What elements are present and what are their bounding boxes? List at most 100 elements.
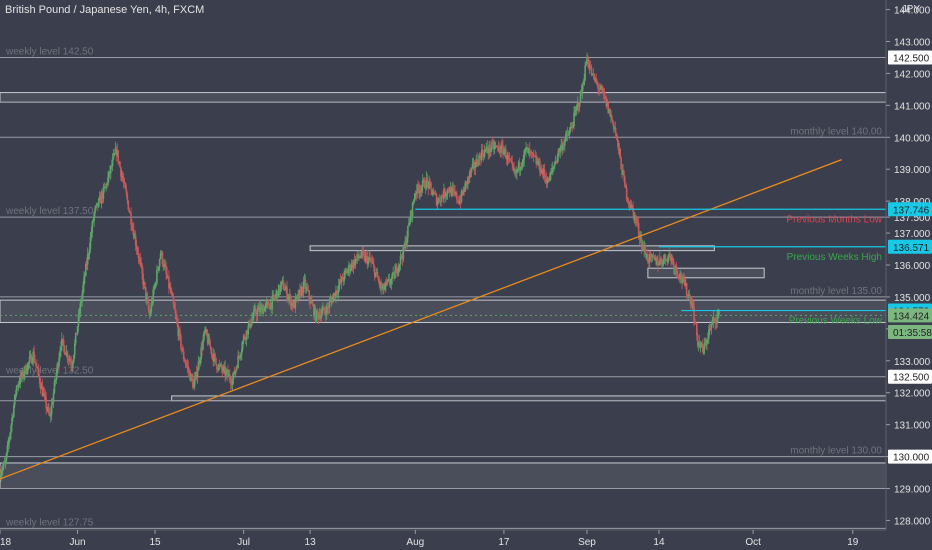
candle-body[interactable] [114,148,117,154]
candle-body[interactable] [92,220,95,222]
candle-body[interactable] [454,190,456,195]
candle-body[interactable] [218,364,221,366]
candle-body[interactable] [208,337,211,346]
candle-body[interactable] [279,285,282,293]
candle-body[interactable] [9,432,11,439]
candle-body[interactable] [519,167,522,170]
candle-body[interactable] [668,254,670,257]
candle-body[interactable] [656,260,658,265]
candle-body[interactable] [547,178,550,183]
candle-body[interactable] [544,176,547,179]
candle-body[interactable] [34,361,36,364]
candle-body[interactable] [714,317,717,323]
candle-body[interactable] [387,279,390,281]
candle-body[interactable] [585,64,587,66]
candle-body[interactable] [204,329,206,333]
candle-body[interactable] [704,342,706,344]
candle-body[interactable] [528,148,531,152]
candle-body[interactable] [109,165,112,174]
candle-body[interactable] [194,372,197,379]
candle-body[interactable] [462,189,465,195]
candle-body[interactable] [278,285,281,293]
candle-body[interactable] [466,181,468,185]
candle-body[interactable] [392,272,394,274]
candle-body[interactable] [626,198,629,202]
candle-body[interactable] [61,338,63,347]
candle-body[interactable] [357,254,359,258]
candle-body[interactable] [552,167,554,169]
candle-body[interactable] [187,366,190,371]
candle-body[interactable] [132,228,134,230]
candle-body[interactable] [373,266,376,277]
candle-body[interactable] [670,254,672,261]
candle-body[interactable] [221,368,224,372]
candle-body[interactable] [468,171,471,178]
candle-body[interactable] [19,375,22,384]
candle-body[interactable] [480,156,482,161]
candle-body[interactable] [529,151,532,153]
candle-body[interactable] [423,180,426,188]
candle-body[interactable] [549,173,551,182]
candle-body[interactable] [673,268,676,270]
candle-body[interactable] [522,159,525,163]
candle-body[interactable] [42,393,45,397]
candle-body[interactable] [677,275,680,278]
candle-body[interactable] [303,279,306,282]
candle-body[interactable] [0,474,2,479]
candle-body[interactable] [356,254,358,259]
candle-body[interactable] [647,254,649,262]
candle-body[interactable] [155,283,157,285]
candle-body[interactable] [203,332,205,340]
candle-body[interactable] [588,66,591,68]
candle-body[interactable] [672,261,675,270]
candle-body[interactable] [709,327,712,329]
candle-body[interactable] [142,273,144,285]
candle-body[interactable] [548,178,550,182]
candle-body[interactable] [309,298,311,304]
candle-body[interactable] [149,312,152,316]
candle-body[interactable] [460,190,463,203]
candle-body[interactable] [351,263,354,269]
candle-body[interactable] [283,289,286,291]
price-zone[interactable] [0,92,887,103]
candle-body[interactable] [592,73,595,75]
candle-body[interactable] [193,384,195,388]
candle-body[interactable] [190,374,192,381]
candle-body[interactable] [354,259,357,266]
candle-body[interactable] [555,161,558,163]
candle-body[interactable] [479,155,481,157]
candle-body[interactable] [717,314,719,316]
candle-body[interactable] [705,342,707,345]
candle-body[interactable] [184,361,187,364]
candle-body[interactable] [301,287,304,293]
candle-body[interactable] [684,280,686,287]
candle-body[interactable] [530,151,533,153]
candle-body[interactable] [347,269,349,274]
candle-body[interactable] [487,151,490,154]
candle-body[interactable] [5,453,8,461]
candle-body[interactable] [173,303,176,310]
candle-body[interactable] [517,161,520,170]
candle-body[interactable] [169,286,171,288]
candle-body[interactable] [645,252,647,259]
candle-body[interactable] [707,338,709,341]
candle-body[interactable] [238,355,240,357]
candle-body[interactable] [306,286,309,290]
candle-body[interactable] [41,385,44,397]
candle-body[interactable] [312,303,314,306]
candle-body[interactable] [249,320,251,328]
candle-body[interactable] [52,392,55,403]
candle-body[interactable] [258,306,261,312]
candle-body[interactable] [176,318,178,325]
candle-body[interactable] [346,271,348,274]
candle-body[interactable] [54,380,57,382]
candle-body[interactable] [297,294,299,299]
candle-body[interactable] [442,196,444,199]
candle-body[interactable] [121,175,123,177]
candle-body[interactable] [377,277,380,281]
candle-body[interactable] [678,277,681,279]
candle-body[interactable] [199,359,202,364]
candle-body[interactable] [472,162,475,164]
candle-body[interactable] [275,294,277,298]
candle-body[interactable] [429,181,431,184]
